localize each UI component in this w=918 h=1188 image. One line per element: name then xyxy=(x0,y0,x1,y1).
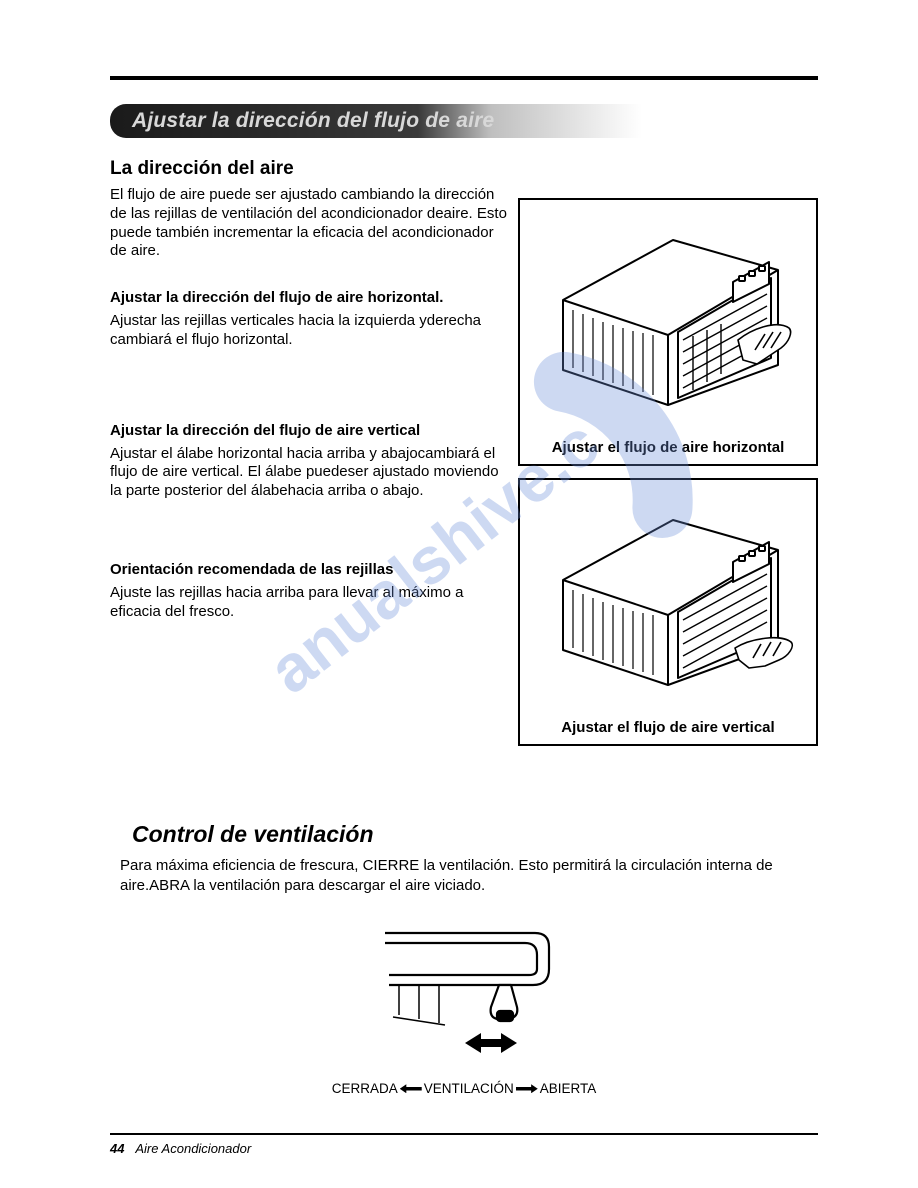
vertical-flow-paragraph: Ajustar el álabe horizontal hacia arriba… xyxy=(110,445,510,501)
ventilation-figure: CERRADA VENTILACIÓN ABIERTA xyxy=(110,925,818,1096)
ventilation-control-section: Control de ventilación Para máxima efici… xyxy=(110,821,818,1096)
figure1-caption: Ajustar el flujo de aire horizontal xyxy=(520,439,816,456)
horizontal-flow-paragraph: Ajustar las rejillas verticales hacia la… xyxy=(110,312,510,350)
page-footer: 44 Aire Acondicionador xyxy=(110,1133,818,1156)
figure-horizontal-airflow: Ajustar el flujo de aire horizontal xyxy=(518,198,818,466)
figure2-caption: Ajustar el flujo de aire vertical xyxy=(520,719,816,736)
label-open: ABIERTA xyxy=(540,1081,597,1096)
left-text-column: La dirección del aire El flujo de aire p… xyxy=(110,158,510,621)
recommended-orientation-paragraph: Ajuste las rejillas hacia arriba para ll… xyxy=(110,584,510,622)
air-direction-paragraph: El flujo de aire puede ser ajustado camb… xyxy=(110,186,510,261)
section-banner: Ajustar la dirección del flujo de aire xyxy=(110,104,670,138)
arrow-right-icon xyxy=(516,1084,538,1093)
footer-text: 44 Aire Acondicionador xyxy=(110,1141,818,1156)
label-ventilation: VENTILACIÓN xyxy=(424,1081,514,1096)
manual-page: Ajustar la dirección del flujo de aire L… xyxy=(0,0,918,1188)
ac-unit-horizontal-icon xyxy=(533,210,803,420)
footer-rule xyxy=(110,1133,818,1135)
ventilation-labels: CERRADA VENTILACIÓN ABIERTA xyxy=(110,1081,818,1096)
recommended-orientation-heading: Orientación recomendada de las rejillas xyxy=(110,561,510,578)
vertical-flow-heading: Ajustar la dirección del flujo de aire v… xyxy=(110,422,510,439)
ventilation-heading: Control de ventilación xyxy=(132,821,818,848)
banner-title: Ajustar la dirección del flujo de aire xyxy=(132,109,494,132)
arrow-left-icon xyxy=(400,1084,422,1093)
footer-title: Aire Acondicionador xyxy=(135,1141,251,1156)
figure-vertical-airflow: Ajustar el flujo de aire vertical xyxy=(518,478,818,746)
ac-unit-vertical-icon xyxy=(533,490,803,700)
ventilation-paragraph: Para máxima eficiencia de frescura, CIER… xyxy=(120,856,818,895)
page-number: 44 xyxy=(110,1141,124,1156)
label-closed: CERRADA xyxy=(332,1081,398,1096)
top-horizontal-rule xyxy=(110,76,818,80)
air-direction-heading: La dirección del aire xyxy=(110,158,510,180)
horizontal-flow-heading: Ajustar la dirección del flujo de aire h… xyxy=(110,289,510,306)
content-area: La dirección del aire El flujo de aire p… xyxy=(110,158,818,1096)
ventilation-lever-icon xyxy=(349,925,579,1070)
